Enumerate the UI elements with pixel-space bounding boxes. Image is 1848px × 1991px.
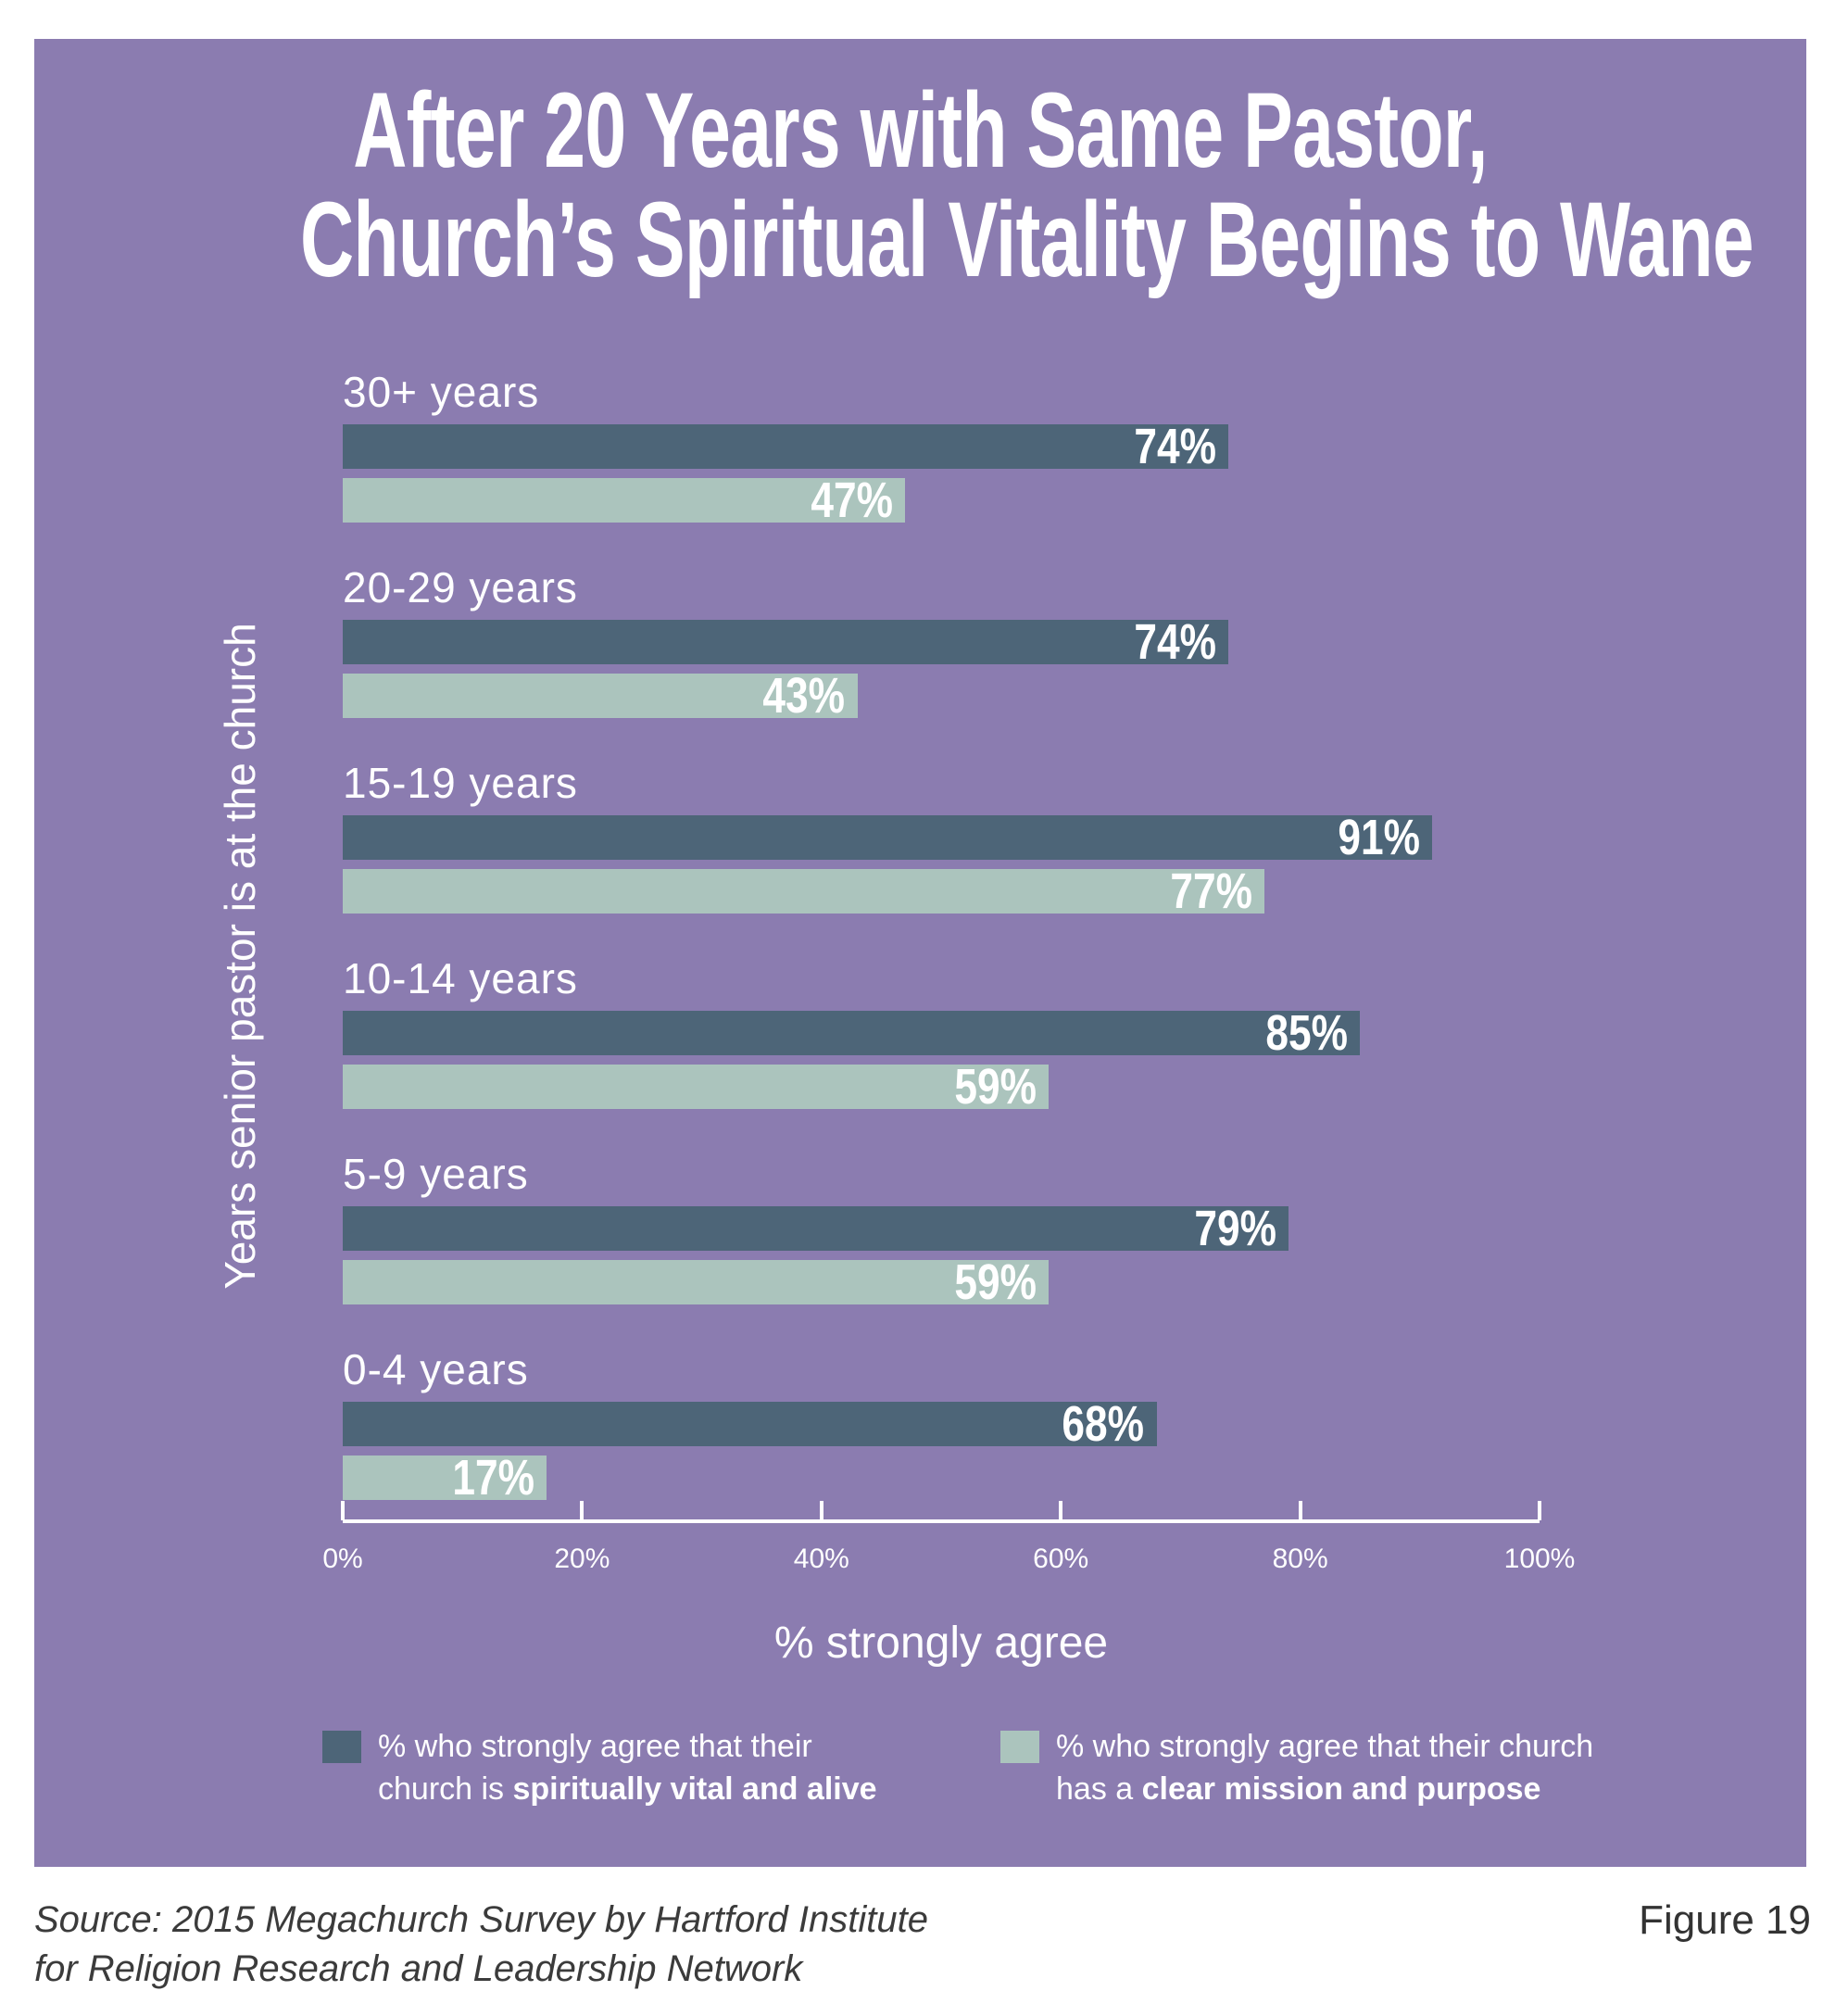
legend-line-2-bold: spiritually vital and alive (512, 1771, 877, 1807)
bar-group: 30+ years 74% 47% (343, 365, 1540, 528)
legend-swatch-light (1000, 1731, 1039, 1763)
source-line-2: for Religion Research and Leadership Net… (34, 1948, 803, 1989)
bar-value-label: 77% (1170, 863, 1252, 919)
bar-value-label: 74% (1134, 419, 1216, 474)
x-axis-title: % strongly agree (773, 1619, 1109, 1668)
y-axis-label: Years senior pastor is at the church (216, 623, 264, 1290)
legend-swatch-dark (322, 1731, 361, 1763)
chart-title-line-2: Church’s Spiritual Vitality Begins to Wa… (299, 181, 1754, 299)
legend-text-spiritually-vital: % who strongly agree that their church i… (378, 1725, 877, 1810)
bar-clear-mission: 77% (343, 863, 1264, 919)
legend-line-1: % who strongly agree that their church (1056, 1729, 1594, 1764)
legend-line-2-bold: clear mission and purpose (1141, 1771, 1541, 1807)
bar-spiritually-vital: 68% (343, 1396, 1157, 1452)
bar-value-label: 43% (762, 668, 846, 724)
axis-tick-label: 0% (322, 1544, 363, 1574)
bar-clear-mission: 59% (343, 1059, 1050, 1115)
group-label: 30+ years (343, 368, 540, 416)
group-label: 15-19 years (343, 759, 578, 807)
plot-area: 30+ years 74% 47% 20-29 years 74% 43% 15-19 ye… (343, 365, 1540, 1538)
bar-spiritually-vital: 85% (343, 1005, 1361, 1061)
bar-spiritually-vital: 79% (343, 1201, 1289, 1256)
group-label: 10-14 years (343, 954, 578, 1002)
chart-title: After 20 Years with Same Pastor, Church’… (34, 76, 1806, 295)
bar-value-label: 59% (954, 1059, 1037, 1115)
bar-value-label: 68% (1062, 1396, 1145, 1452)
legend-text-clear-mission: % who strongly agree that their church h… (1056, 1725, 1593, 1810)
bar-value-label: 74% (1134, 614, 1216, 670)
bar-value-label: 17% (451, 1450, 534, 1506)
axis-tick (341, 1501, 345, 1520)
bar-spiritually-vital: 74% (343, 419, 1229, 474)
bar-clear-mission: 17% (343, 1450, 547, 1506)
axis-tick (1298, 1501, 1302, 1520)
axis-tick (819, 1501, 823, 1520)
legend-item-spiritually-vital: % who strongly agree that their church i… (322, 1725, 877, 1810)
x-axis-line (343, 1519, 1540, 1523)
bar-spiritually-vital: 91% (343, 810, 1432, 865)
axis-tick-label: 40% (793, 1544, 849, 1574)
figure-label: Figure 19 (1639, 1897, 1811, 1943)
source-line-1: Source: 2015 Megachurch Survey by Hartfo… (34, 1899, 928, 1940)
bar-group: 15-19 years 91% 77% (343, 756, 1540, 919)
axis-tick-label: 80% (1272, 1544, 1328, 1574)
legend-line-2-prefix: has a (1056, 1771, 1142, 1807)
bar-group: 10-14 years 85% 59% (343, 951, 1540, 1115)
axis-tick (580, 1501, 585, 1520)
legend-line-1: % who strongly agree that their (378, 1729, 812, 1764)
axis-tick-label: 100% (1503, 1544, 1576, 1574)
legend-item-clear-mission: % who strongly agree that their church h… (1000, 1725, 1593, 1810)
bar-clear-mission: 59% (343, 1254, 1050, 1310)
chart-title-line-1: After 20 Years with Same Pastor, (353, 71, 1488, 190)
group-label: 5-9 years (343, 1150, 529, 1198)
bar-value-label: 85% (1265, 1005, 1349, 1061)
bar-value-label: 91% (1337, 810, 1420, 865)
source-note: Source: 2015 Megachurch Survey by Hartfo… (34, 1896, 928, 1991)
bar-value-label: 59% (954, 1254, 1037, 1310)
axis-tick-label: 60% (1033, 1544, 1089, 1574)
bar-clear-mission: 47% (343, 473, 906, 528)
bar-value-label: 47% (811, 473, 894, 528)
bar-group: 20-29 years 74% 43% (343, 561, 1540, 724)
axis-tick (1059, 1501, 1063, 1520)
bar-spiritually-vital: 74% (343, 614, 1229, 670)
chart-panel: After 20 Years with Same Pastor, Church’… (34, 39, 1806, 1867)
x-axis: 0% 20% 40% 60% 80% 100% (322, 1501, 1575, 1574)
bar-value-label: 79% (1193, 1201, 1276, 1256)
bar-group: 5-9 years 79% 59% (343, 1147, 1540, 1310)
group-label: 20-29 years (343, 563, 578, 611)
bar-clear-mission: 43% (343, 668, 858, 724)
bar-group: 0-4 years 68% 17% (343, 1342, 1540, 1506)
axis-tick-label: 20% (554, 1544, 610, 1574)
axis-tick (1538, 1501, 1541, 1520)
legend-line-2-prefix: church is (378, 1771, 513, 1807)
group-label: 0-4 years (343, 1345, 529, 1393)
